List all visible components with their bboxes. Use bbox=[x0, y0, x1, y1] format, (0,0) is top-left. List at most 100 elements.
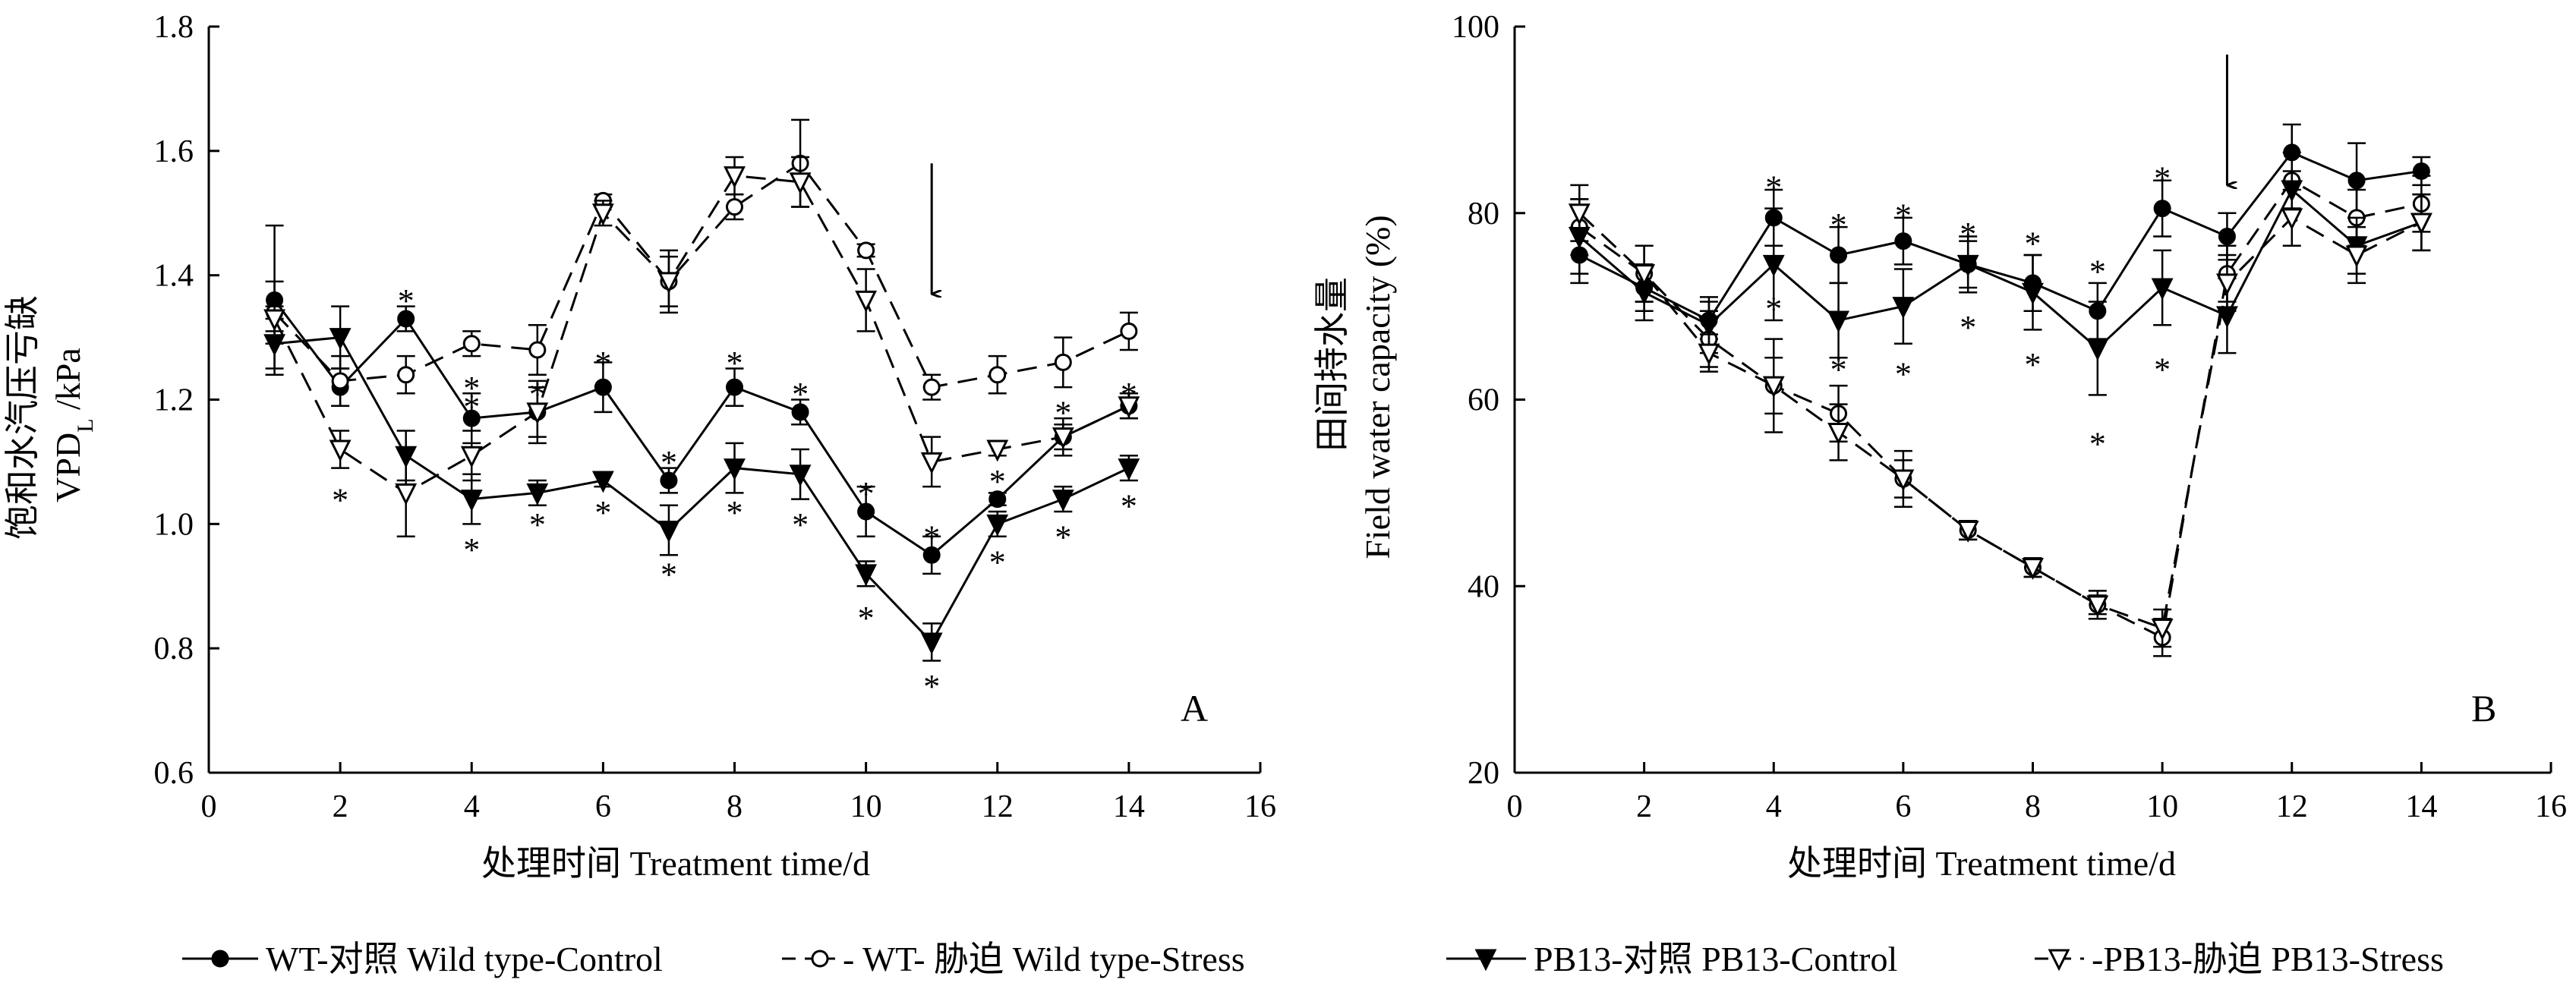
series-line-pb13_control-b bbox=[1578, 187, 2422, 350]
significance-star: * bbox=[1765, 290, 1782, 327]
legend-marker-pb13-control bbox=[1474, 949, 1497, 972]
data-point-wt_stress bbox=[331, 372, 349, 390]
data-point-pb13_stress bbox=[1118, 396, 1140, 419]
data-point-pb13_control bbox=[986, 514, 1009, 537]
y-tick-label-a: 1.2 bbox=[154, 383, 194, 418]
x-tick-label-a: 10 bbox=[850, 789, 882, 824]
data-point-pb13_stress bbox=[1956, 521, 1979, 543]
data-point-wt_stress bbox=[528, 341, 547, 359]
data-point-pb13_control bbox=[789, 465, 812, 487]
legend-item-wt-control: WT-对照 Wild type-Control bbox=[182, 940, 663, 978]
significance-star: * bbox=[2154, 159, 2171, 197]
data-point-pb13_stress bbox=[329, 439, 352, 462]
y-tick-label-a: 0.6 bbox=[154, 756, 194, 791]
significance-star: * bbox=[529, 506, 546, 543]
data-point-pb13_control bbox=[526, 483, 549, 506]
panel-a: 0 2 4 6 8 10 12 14 16 0.6 0.8 1.0 1.2 1.4 1.6 1.8 * * * * * *… bbox=[3, 10, 1276, 883]
plot-area-b: 0 2 4 6 8 10 12 14 16 20 40 60 80 100 * * * * * * * * * * * * * * bbox=[1452, 10, 2567, 824]
significance-star: * bbox=[661, 444, 677, 481]
legend-marker-wt-control bbox=[211, 950, 229, 968]
data-point-wt_control bbox=[988, 490, 1007, 509]
data-point-pb13_stress bbox=[789, 172, 812, 195]
y-tick-label-a: 0.8 bbox=[154, 632, 194, 666]
data-point-pb13_control bbox=[920, 632, 943, 655]
x-tick-label-b: 10 bbox=[2146, 789, 2178, 824]
data-point-pb13_control bbox=[460, 490, 483, 512]
data-point-pb13_stress bbox=[2022, 558, 2044, 581]
data-point-pb13_control bbox=[1052, 490, 1074, 512]
data-point-pb13_control bbox=[1762, 254, 1785, 277]
significance-star: * bbox=[923, 519, 940, 556]
x-tick-label-b: 4 bbox=[1766, 789, 1782, 824]
y-tick-label-a: 1.6 bbox=[154, 134, 194, 169]
legend-label-wt-control: WT-对照 Wild type-Control bbox=[266, 940, 663, 978]
legend-marker-wt-stress bbox=[811, 950, 829, 968]
y-axis-title-cn-a: 饱和水汽压亏缺 bbox=[3, 295, 42, 540]
data-point-pb13_control bbox=[1956, 254, 1979, 277]
significance-star: * bbox=[1121, 488, 1137, 525]
series-line-wt_stress-a bbox=[273, 162, 1130, 389]
data-point-wt_stress bbox=[922, 378, 941, 396]
significance-star: * bbox=[1765, 169, 1782, 206]
data-point-pb13_stress bbox=[724, 166, 746, 188]
legend-item-wt-stress: - WT- 胁迫 Wild type-Stress bbox=[782, 940, 1245, 978]
legend: WT-对照 Wild type-Control - WT- 胁迫 Wild ty… bbox=[182, 940, 2444, 978]
data-point-pb13_control bbox=[724, 458, 746, 480]
data-point-pb13_control bbox=[263, 334, 285, 357]
y-axis-title-unit-a: /kPa bbox=[49, 348, 87, 418]
significance-star: * bbox=[1055, 519, 1071, 556]
data-point-pb13_stress bbox=[591, 203, 614, 226]
significance-star: * bbox=[792, 506, 809, 543]
y-tick-label-b: 80 bbox=[1468, 197, 1499, 232]
x-tick-label-a: 4 bbox=[464, 789, 480, 824]
significance-star: * bbox=[1121, 376, 1137, 413]
x-axis-title-b: 处理时间 Treatment time/d bbox=[1787, 844, 2176, 883]
significance-star: * bbox=[398, 282, 415, 320]
significance-star: * bbox=[463, 389, 480, 426]
legend-label-pb13-stress: -PB13-胁迫 PB13-Stress bbox=[2092, 940, 2444, 978]
data-point-pb13_stress bbox=[2151, 619, 2174, 641]
series-line-pb13_stress-a bbox=[273, 175, 1130, 495]
x-tick-label-b: 2 bbox=[1636, 789, 1652, 824]
data-point-wt_control bbox=[2347, 172, 2366, 190]
data-point-pb13_stress bbox=[1892, 469, 1915, 492]
series-line-pb13_stress-b bbox=[1578, 212, 2423, 630]
significance-star: * bbox=[1960, 216, 1976, 253]
data-point-pb13_stress bbox=[1827, 423, 1849, 445]
data-point-pb13_control bbox=[2086, 339, 2109, 361]
significance-star: * bbox=[727, 345, 743, 382]
data-point-pb13_control bbox=[329, 328, 352, 350]
x-tick-label-a: 14 bbox=[1113, 789, 1145, 824]
significance-star: * bbox=[858, 475, 875, 512]
series-line-wt_control-a bbox=[273, 299, 1130, 557]
x-tick-label-a: 12 bbox=[982, 789, 1014, 824]
x-tick-label-b: 16 bbox=[2535, 789, 2567, 824]
data-point-wt_stress bbox=[857, 241, 875, 260]
data-point-pb13_stress bbox=[395, 483, 418, 506]
x-tick-label-a: 2 bbox=[333, 789, 348, 824]
significance-star: * bbox=[792, 376, 809, 413]
series-line-wt_control-b bbox=[1578, 151, 2422, 323]
data-point-wt_control bbox=[857, 502, 875, 521]
data-point-pb13_stress bbox=[1698, 343, 1720, 366]
significance-star: * bbox=[858, 600, 875, 637]
significance-star: * bbox=[661, 556, 677, 594]
significance-star: * bbox=[2089, 253, 2106, 290]
significance-star: * bbox=[727, 494, 743, 531]
x-tick-label-b: 8 bbox=[2025, 789, 2041, 824]
x-axis-title-a: 处理时间 Treatment time/d bbox=[481, 844, 870, 883]
legend-item-pb13-control: PB13-对照 PB13-Control bbox=[1446, 940, 1897, 978]
data-point-pb13_stress bbox=[526, 402, 549, 425]
y-tick-label-b: 60 bbox=[1468, 383, 1499, 418]
data-point-pb13_stress bbox=[986, 439, 1009, 462]
significance-star: * bbox=[1055, 395, 1071, 432]
legend-label-wt-stress: - WT- 胁迫 Wild type-Stress bbox=[843, 940, 1245, 978]
data-point-pb13_stress bbox=[920, 452, 943, 474]
data-point-wt_stress bbox=[726, 198, 743, 216]
data-point-pb13_control bbox=[591, 471, 614, 493]
data-point-wt_control bbox=[922, 546, 941, 564]
y-axis-title-en-b: Field water capacity (%) bbox=[1358, 215, 1397, 559]
legend-marker-pb13-stress bbox=[2048, 949, 2070, 972]
plot-area-a: 0 2 4 6 8 10 12 14 16 0.6 0.8 1.0 1.2 1.4 1.6 1.8 * * * * * *… bbox=[154, 10, 1277, 824]
